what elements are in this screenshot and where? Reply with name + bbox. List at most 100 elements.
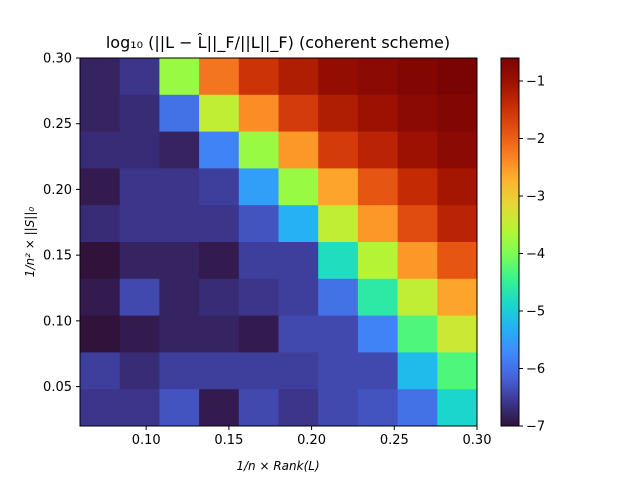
heatmap-cell [119,242,160,280]
heatmap-cell [159,168,200,206]
heatmap-cell [238,94,279,133]
heatmap-cell [80,278,121,317]
heatmap-cell [318,352,359,390]
heatmap-cell [238,168,279,206]
y-tick-label: 0.20 [43,183,72,198]
heatmap-cell [199,352,240,390]
x-tick-label: 0.20 [297,433,326,448]
heatmap-cell [437,315,478,353]
heatmap-cell [199,205,240,243]
y-tick-label: 0.10 [43,314,72,329]
x-tick-label: 0.25 [380,433,409,448]
y-axis-label: 1/n² × ||S||₀ [23,207,37,278]
heatmap-cell [238,278,279,317]
heatmap-cell [357,94,399,133]
heatmap-cell [397,94,438,133]
heatmap-cell [159,315,200,353]
heatmap-cells [80,58,478,427]
heatmap-cell [238,389,279,427]
heatmap-cell [437,278,478,317]
heatmap-cell [278,242,319,280]
heatmap-cell [397,389,438,427]
heatmap-cell [238,58,279,96]
chart-title: log₁₀ (||L − L̂||_F/||L||_F) (coherent s… [106,33,450,53]
heatmap-cell [318,168,359,206]
heatmap-cell [397,58,438,96]
heatmap-cell [318,389,359,427]
y-tick-label: 0.05 [43,380,72,395]
heatmap-cell [278,352,319,390]
y-tick-label: 0.30 [43,52,72,67]
heatmap-cell [357,278,399,317]
heatmap-cell [437,352,478,390]
x-axis-label: 1/n × Rank(L) [236,459,319,473]
heatmap-cell [318,205,359,243]
heatmap-cell [357,58,399,96]
heatmap-cell [357,352,399,390]
x-axis-ticks: 0.10 0.15 0.20 0.25 0.30 [132,426,492,448]
y-axis-ticks: 0.05 0.10 0.15 0.20 0.25 0.30 [43,52,80,395]
heatmap-cell [397,168,438,206]
heatmap-cell [80,131,121,169]
heatmap-cell [159,389,200,427]
heatmap-cell [318,58,359,96]
heatmap-cell [318,94,359,133]
heatmap-cell [159,58,200,96]
x-tick-label: 0.30 [463,433,492,448]
heatmap-cell [80,315,121,353]
heatmap-cell [238,242,279,280]
heatmap-cell [119,58,160,96]
colorbar-tick-label: −4 [526,247,545,262]
colorbar [500,57,520,427]
heatmap-cell [119,278,160,317]
x-tick-label: 0.15 [214,433,243,448]
heatmap-cell [278,278,319,317]
heatmap-cell [119,94,160,133]
colorbar-tick-label: −1 [526,75,545,90]
heatmap-cell [199,242,240,280]
heatmap-cell [437,242,478,280]
heatmap-cell [159,242,200,280]
heatmap-cell [318,315,359,353]
heatmap-cell [278,94,319,133]
heatmap-cell [437,58,478,96]
heatmap-cell [238,205,279,243]
heatmap-cell [80,352,121,390]
heatmap-cell [199,131,240,169]
y-tick-label: 0.15 [43,249,72,264]
heatmap-cell [278,315,319,353]
heatmap-cell [199,94,240,133]
heatmap-cell [199,278,240,317]
heatmap-cell [437,205,478,243]
heatmap-cell [199,315,240,353]
heatmap-cell [159,94,200,133]
heatmap-cell [437,131,478,169]
heatmap-cell [318,131,359,169]
heatmap-cell [397,242,438,280]
heatmap-cell [80,389,121,427]
heatmap-cell [119,205,160,243]
colorbar-tick-label: −2 [526,132,545,147]
heatmap-cell [80,205,121,243]
heatmap-cell [199,58,240,96]
heatmap-cell [397,278,438,317]
heatmap-cell [437,94,478,133]
heatmap-cell [397,131,438,169]
heatmap-cell [80,94,121,133]
x-tick-label: 0.10 [132,433,161,448]
heatmap-cell [80,58,121,96]
heatmap-cell [119,131,160,169]
heatmap-cell [278,389,319,427]
heatmap-cell [159,352,200,390]
heatmap-cell [437,389,478,427]
heatmap-cell [119,168,160,206]
y-tick-label: 0.25 [43,117,72,132]
heatmap-cell [278,58,319,96]
heatmap-cell [238,352,279,390]
heatmap-cell [199,389,240,427]
heatmap-cell [357,131,399,169]
heatmap-cell [159,278,200,317]
colorbar-tick-label: −6 [526,362,545,377]
heatmap-cell [238,315,279,353]
